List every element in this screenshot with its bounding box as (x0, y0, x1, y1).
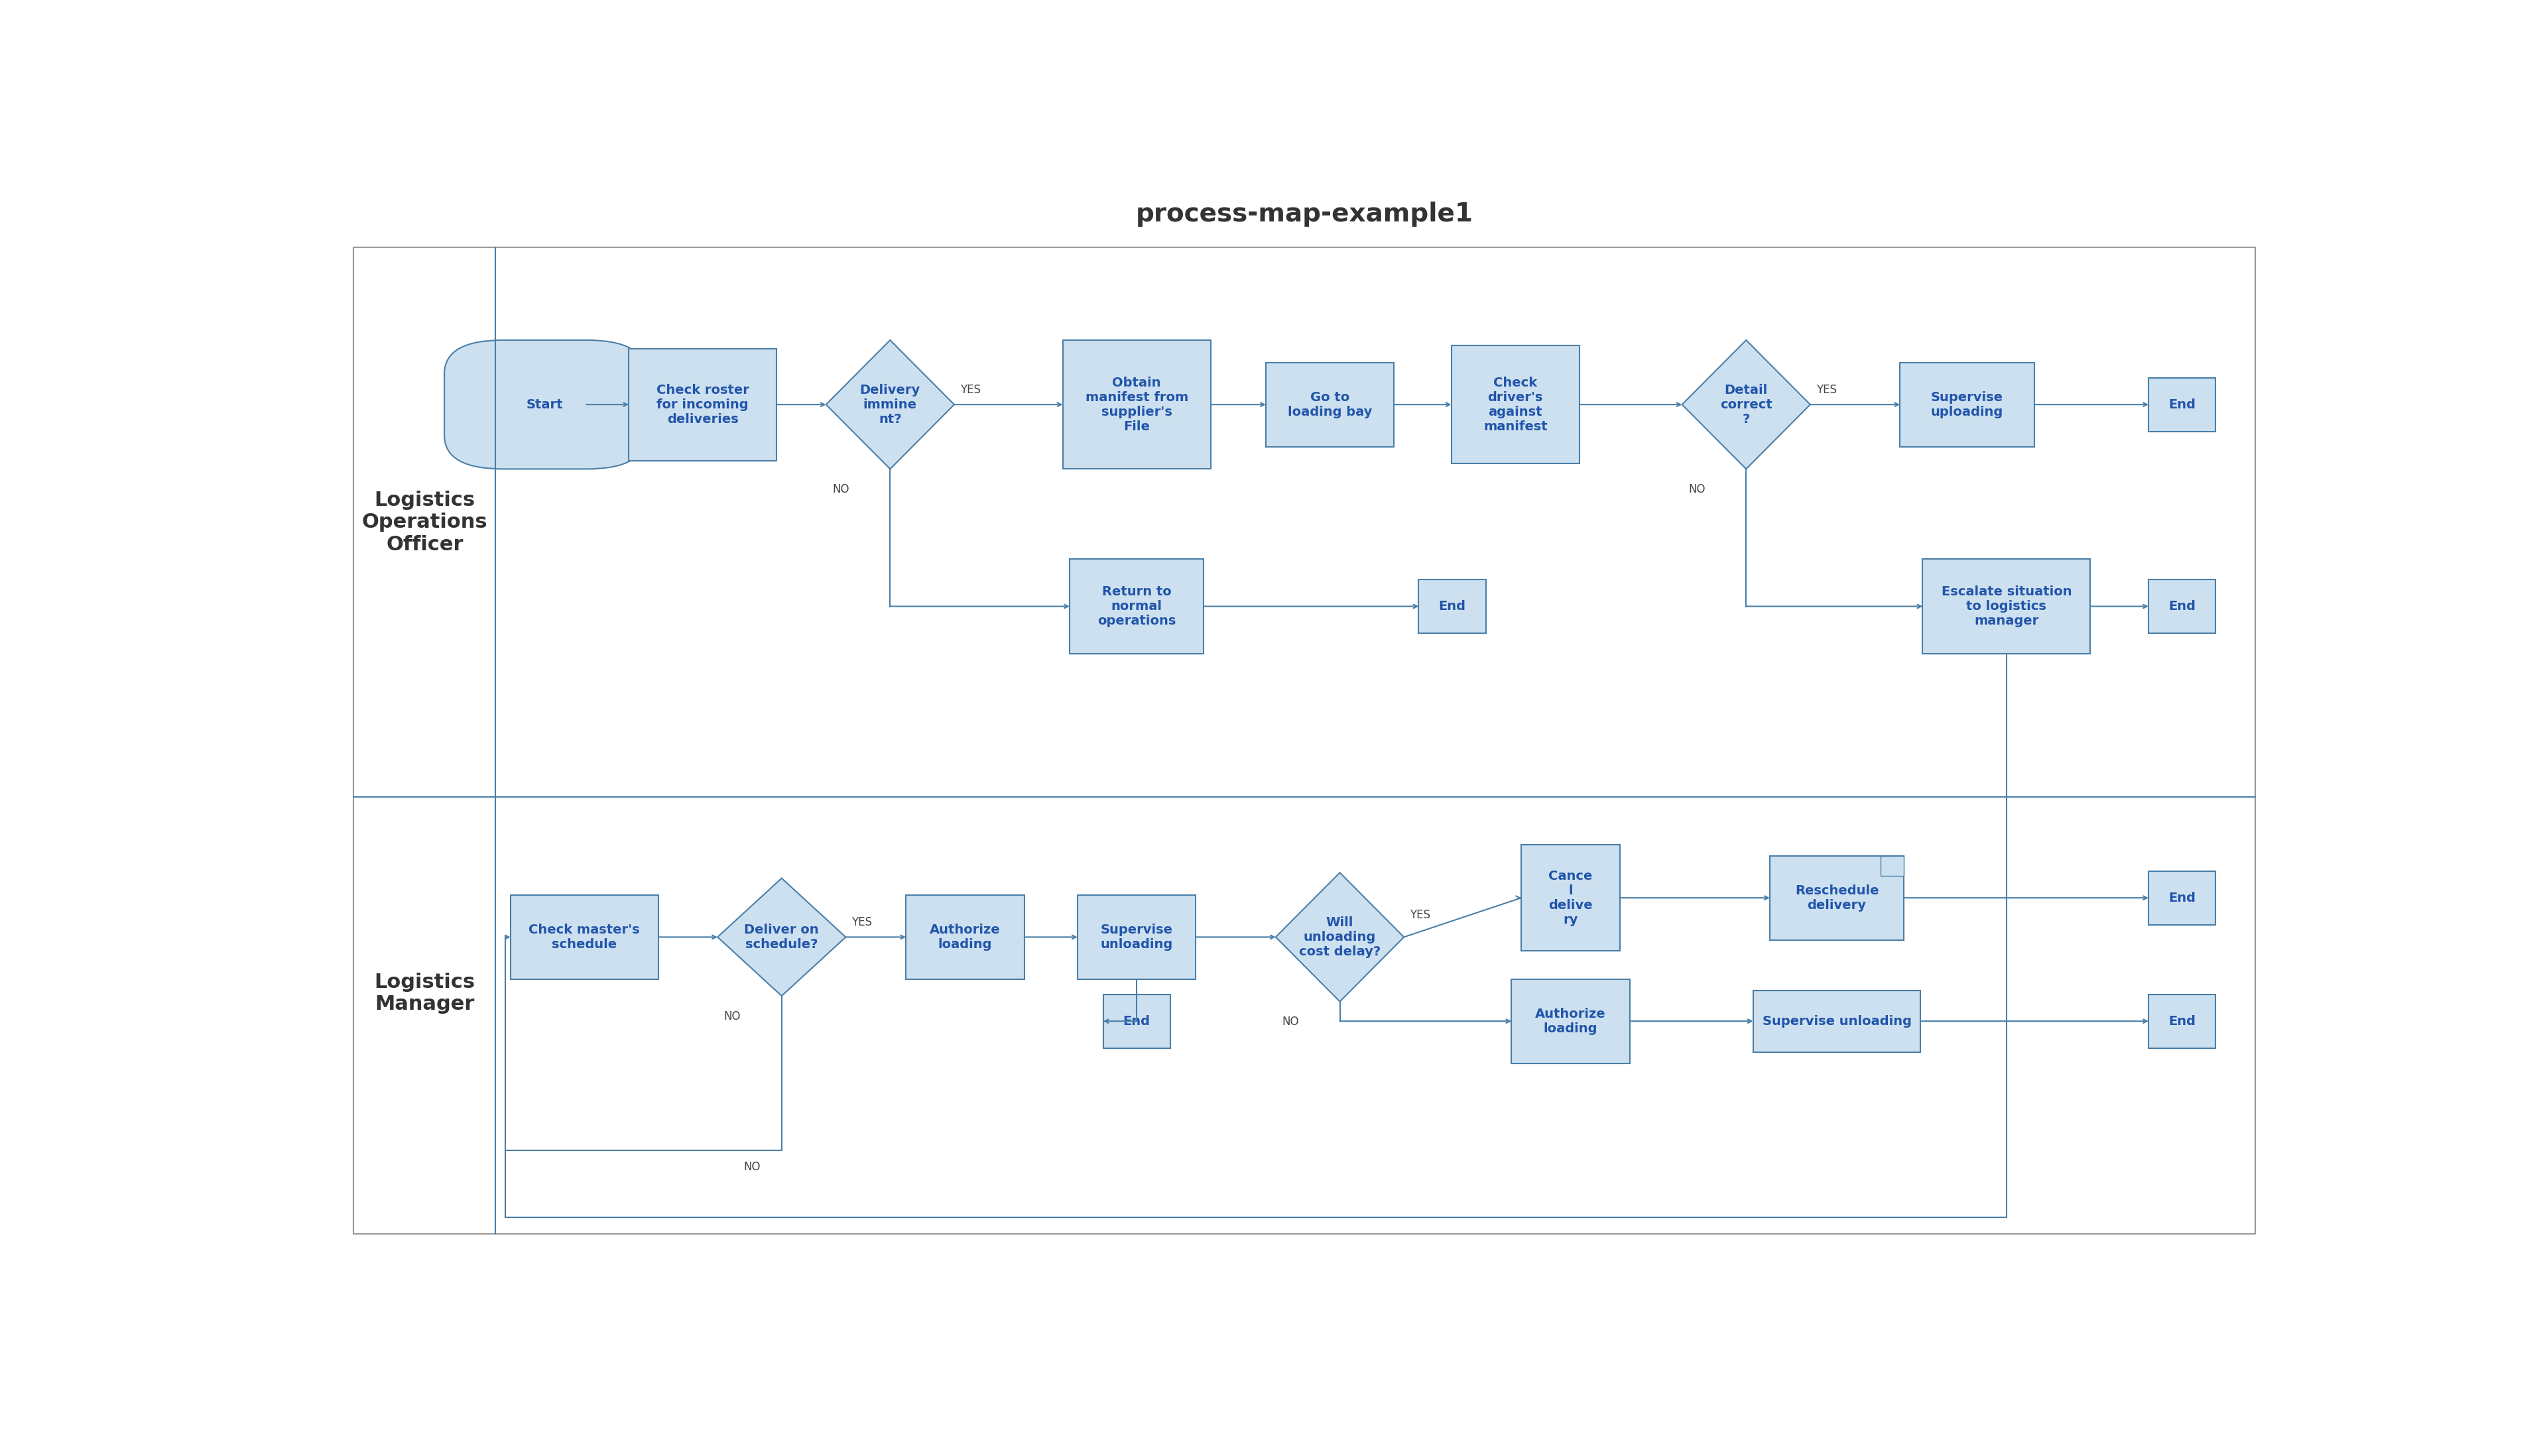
FancyBboxPatch shape (512, 895, 659, 978)
FancyBboxPatch shape (1512, 978, 1629, 1063)
Text: Delivery
immine
nt?: Delivery immine nt? (860, 384, 921, 425)
FancyBboxPatch shape (1102, 994, 1171, 1048)
FancyBboxPatch shape (1754, 990, 1921, 1053)
FancyBboxPatch shape (1769, 856, 1904, 941)
Text: Obtain
manifest from
supplier's
File: Obtain manifest from supplier's File (1084, 376, 1189, 432)
Polygon shape (1275, 872, 1405, 1002)
Text: Check master's
schedule: Check master's schedule (529, 923, 639, 951)
Text: process-map-example1: process-map-example1 (1135, 201, 1474, 227)
Text: Supervise
unloading: Supervise unloading (1099, 923, 1173, 951)
Polygon shape (827, 341, 954, 469)
Text: YES: YES (853, 916, 873, 929)
Text: Authorize
loading: Authorize loading (1535, 1008, 1606, 1035)
Text: NO: NO (832, 483, 850, 495)
Text: YES: YES (1410, 909, 1430, 920)
Text: Go to
loading bay: Go to loading bay (1288, 392, 1372, 418)
Text: NO: NO (743, 1160, 761, 1174)
FancyBboxPatch shape (1901, 363, 2033, 447)
Text: Check roster
for incoming
deliveries: Check roster for incoming deliveries (657, 384, 748, 425)
FancyBboxPatch shape (445, 341, 646, 469)
FancyBboxPatch shape (2148, 579, 2217, 633)
Text: Logistics
Operations
Officer: Logistics Operations Officer (361, 491, 489, 555)
Text: Start: Start (527, 399, 562, 411)
Text: Will
unloading
cost delay?: Will unloading cost delay? (1298, 916, 1382, 958)
FancyBboxPatch shape (1077, 895, 1196, 978)
FancyBboxPatch shape (906, 895, 1023, 978)
FancyBboxPatch shape (2148, 377, 2217, 431)
Text: Escalate situation
to logistics
manager: Escalate situation to logistics manager (1942, 585, 2072, 628)
FancyBboxPatch shape (1881, 856, 1904, 877)
Polygon shape (718, 878, 845, 996)
FancyBboxPatch shape (1265, 363, 1395, 447)
Text: Supervise
uploading: Supervise uploading (1932, 392, 2003, 418)
Text: End: End (1438, 600, 1466, 613)
FancyBboxPatch shape (1418, 579, 1486, 633)
FancyBboxPatch shape (1064, 341, 1211, 469)
Text: End: End (2168, 600, 2196, 613)
FancyBboxPatch shape (2148, 871, 2217, 925)
Text: End: End (2168, 891, 2196, 904)
Text: Deliver on
schedule?: Deliver on schedule? (743, 923, 819, 951)
FancyBboxPatch shape (1522, 844, 1619, 951)
Text: Logistics
Manager: Logistics Manager (374, 973, 476, 1013)
Text: NO: NO (1283, 1016, 1298, 1028)
FancyBboxPatch shape (629, 348, 776, 460)
Text: Authorize
loading: Authorize loading (929, 923, 1000, 951)
Text: Cance
l
delive
ry: Cance l delive ry (1547, 869, 1593, 926)
Text: NO: NO (723, 1010, 741, 1022)
Text: End: End (2168, 399, 2196, 411)
FancyBboxPatch shape (1451, 345, 1580, 463)
Text: Supervise unloading: Supervise unloading (1761, 1015, 1911, 1028)
Text: Detail
correct
?: Detail correct ? (1720, 384, 1771, 425)
Text: YES: YES (1817, 384, 1837, 396)
Text: Reschedule
delivery: Reschedule delivery (1794, 884, 1878, 911)
Text: End: End (2168, 1015, 2196, 1028)
Polygon shape (1682, 341, 1809, 469)
Text: End: End (1122, 1015, 1150, 1028)
FancyBboxPatch shape (1921, 559, 2089, 654)
Text: Return to
normal
operations: Return to normal operations (1097, 585, 1176, 628)
Text: NO: NO (1687, 483, 1705, 495)
FancyBboxPatch shape (1069, 559, 1204, 654)
FancyBboxPatch shape (2148, 994, 2217, 1048)
Text: Check
driver's
against
manifest: Check driver's against manifest (1484, 376, 1547, 432)
Text: YES: YES (959, 384, 980, 396)
